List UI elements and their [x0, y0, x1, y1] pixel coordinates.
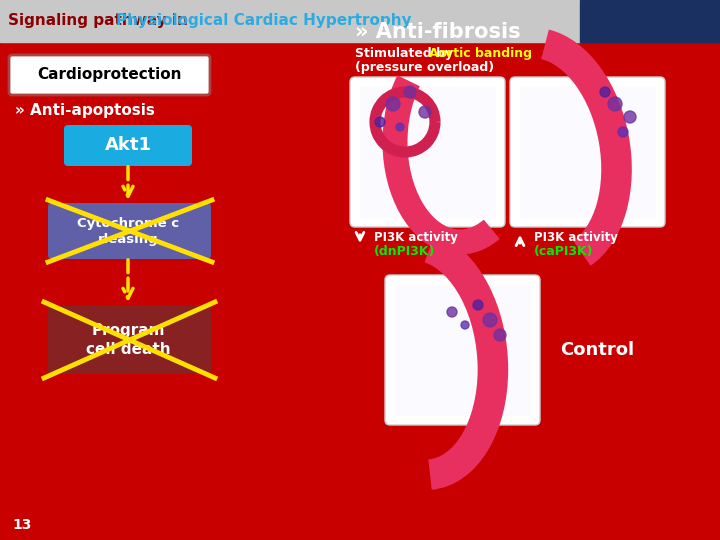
Bar — [580, 0, 720, 42]
Bar — [360, 87, 495, 217]
Text: PI3K activity: PI3K activity — [534, 231, 618, 244]
Text: Program
cell death: Program cell death — [86, 323, 171, 357]
Circle shape — [404, 86, 416, 98]
Text: Stimulated by: Stimulated by — [355, 46, 457, 59]
FancyBboxPatch shape — [64, 125, 192, 166]
Circle shape — [375, 117, 385, 127]
Bar — [395, 285, 530, 415]
Text: (pressure overload): (pressure overload) — [355, 60, 494, 73]
FancyBboxPatch shape — [9, 55, 210, 95]
Bar — [520, 87, 655, 217]
Circle shape — [473, 300, 483, 310]
Text: Signaling pathway in: Signaling pathway in — [8, 14, 193, 29]
FancyBboxPatch shape — [350, 77, 505, 227]
Circle shape — [396, 123, 404, 131]
Bar — [0, 0, 580, 42]
Text: » Anti-apoptosis: » Anti-apoptosis — [15, 103, 155, 118]
Text: Cardioprotection: Cardioprotection — [37, 68, 181, 83]
FancyBboxPatch shape — [385, 275, 540, 425]
FancyBboxPatch shape — [510, 77, 665, 227]
Circle shape — [447, 307, 457, 317]
Text: » Anti-fibrosis: » Anti-fibrosis — [355, 22, 521, 42]
Circle shape — [494, 329, 506, 341]
Text: Akt1: Akt1 — [104, 136, 151, 154]
Text: PI3K activity: PI3K activity — [374, 231, 458, 244]
Text: Control: Control — [560, 341, 634, 359]
Circle shape — [386, 97, 400, 111]
Text: Cytochrome c
rleasing: Cytochrome c rleasing — [77, 217, 179, 246]
Text: Aortic banding: Aortic banding — [429, 46, 532, 59]
Circle shape — [624, 111, 636, 123]
Text: 13: 13 — [12, 518, 32, 532]
Circle shape — [600, 87, 610, 97]
Circle shape — [483, 313, 497, 327]
FancyBboxPatch shape — [48, 203, 211, 259]
Circle shape — [419, 106, 431, 118]
FancyBboxPatch shape — [48, 306, 211, 374]
Text: (caPI3K): (caPI3K) — [534, 245, 593, 258]
Text: (dnPI3K): (dnPI3K) — [374, 245, 436, 258]
Text: Physiological Cardiac Hypertrophy: Physiological Cardiac Hypertrophy — [116, 14, 412, 29]
Circle shape — [608, 97, 622, 111]
Circle shape — [461, 321, 469, 329]
Circle shape — [618, 127, 628, 137]
